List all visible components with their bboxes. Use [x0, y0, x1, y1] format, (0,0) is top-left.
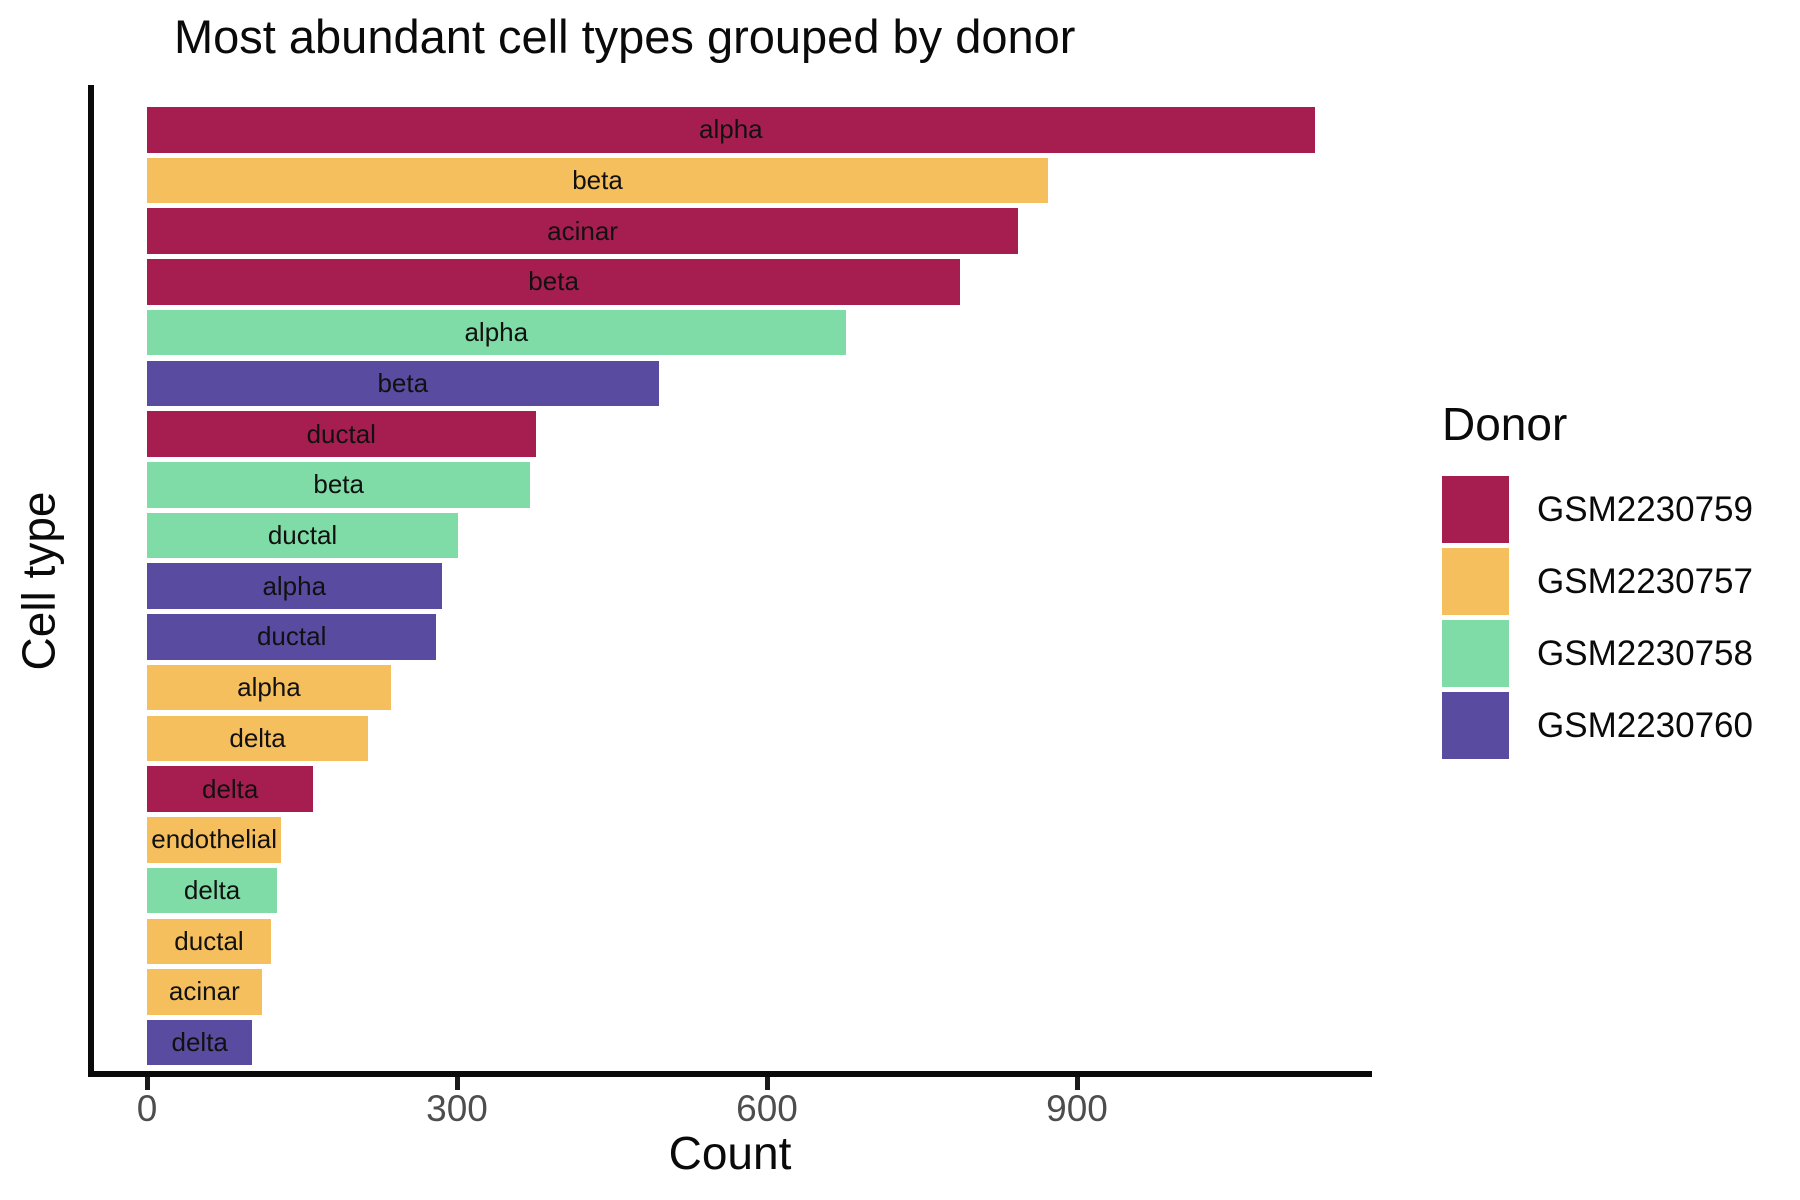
bar: acinar	[147, 208, 1019, 254]
bar-label: ductal	[256, 621, 327, 652]
x-tick-label: 300	[426, 1088, 488, 1129]
legend-swatch	[1442, 548, 1509, 615]
bar: beta	[147, 462, 531, 508]
bar: ductal	[147, 614, 437, 660]
chart-title: Most abundant cell types grouped by dono…	[174, 10, 1076, 63]
bar: endothelial	[147, 817, 282, 863]
bar-label: beta	[572, 164, 623, 195]
bar-label: delta	[171, 1027, 228, 1058]
bar: delta	[147, 715, 369, 762]
bar-label: delta	[183, 875, 241, 906]
legend-label: GSM2230760	[1537, 705, 1753, 745]
x-tick-label: 600	[736, 1088, 798, 1129]
bar: beta	[147, 360, 659, 407]
x-axis-title: Count	[668, 1127, 792, 1179]
legend-swatch	[1442, 620, 1509, 687]
legend-entry: GSM2230760	[1442, 692, 1782, 759]
bar-label: alpha	[699, 114, 763, 145]
bar: ductal	[147, 918, 271, 965]
bar-label: alpha	[262, 570, 327, 601]
bar-label: alpha	[464, 317, 529, 348]
bar: ductal	[147, 512, 459, 559]
bar: delta	[147, 867, 278, 914]
bar-label: beta	[528, 266, 579, 297]
x-tick-mark	[764, 1077, 770, 1090]
bar: alpha	[147, 664, 391, 711]
legend-label: GSM2230758	[1537, 633, 1753, 673]
bar-label: acinar	[168, 976, 240, 1007]
x-axis-line	[88, 1071, 1372, 1077]
bar-label: delta	[229, 722, 286, 753]
bar: ductal	[147, 411, 536, 457]
bar: alpha	[147, 107, 1315, 153]
bar: acinar	[147, 969, 262, 1015]
bar: beta	[147, 259, 961, 305]
bar: alpha	[147, 563, 442, 609]
x-tick-label: 900	[1046, 1088, 1108, 1129]
legend-entry: GSM2230758	[1442, 620, 1782, 687]
legend-entries: GSM2230759 GSM2230757 GSM2230758 GSM2230760	[1442, 476, 1782, 759]
bar-label: delta	[201, 773, 259, 804]
bar-label: ductal	[174, 925, 244, 956]
legend-label: GSM2230757	[1537, 561, 1753, 601]
x-tick-mark	[1074, 1077, 1080, 1090]
bar-label: beta	[313, 469, 364, 500]
legend-entry: GSM2230759	[1442, 476, 1782, 543]
legend: Donor GSM2230759 GSM2230757 GSM2230758 GSM2…	[1442, 398, 1782, 764]
bar-label: acinar	[547, 215, 618, 246]
x-tick-mark	[454, 1077, 460, 1090]
legend-label: GSM2230759	[1537, 489, 1753, 529]
bar: delta	[147, 1019, 253, 1066]
legend-swatch	[1442, 476, 1509, 543]
bar-label: endothelial	[151, 824, 278, 855]
bar-label: ductal	[306, 418, 376, 449]
bar-label: alpha	[237, 672, 301, 703]
legend-entry: GSM2230757	[1442, 548, 1782, 615]
legend-title: Donor	[1442, 398, 1568, 450]
bar: beta	[147, 157, 1049, 204]
bar-label: ductal	[267, 520, 338, 550]
bar: alpha	[147, 309, 846, 356]
x-tick-label: 0	[136, 1088, 158, 1129]
bar-label: beta	[377, 367, 429, 398]
legend-swatch	[1442, 692, 1509, 759]
y-axis-line	[88, 85, 94, 1077]
x-tick-mark	[144, 1077, 150, 1090]
bar: delta	[147, 766, 314, 812]
